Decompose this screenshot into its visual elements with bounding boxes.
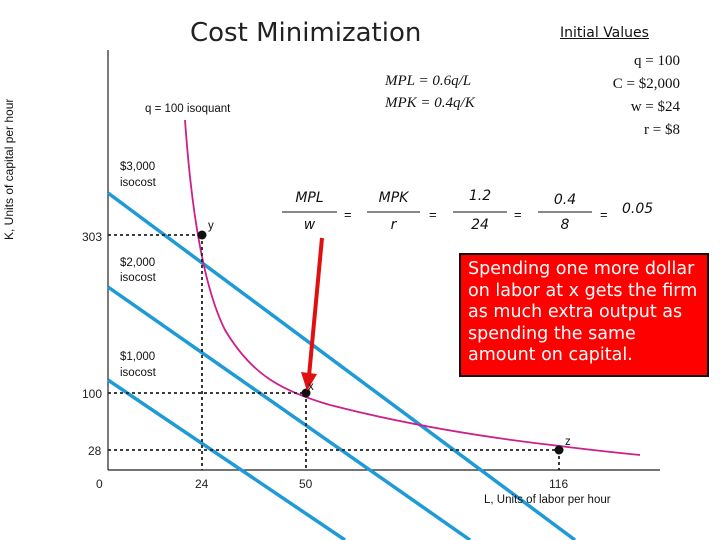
- fraction-1-denominator: w: [303, 217, 316, 233]
- page-title: Cost Minimization: [190, 18, 422, 48]
- explanation-callout: Spending one more dollar on labor at x g…: [459, 253, 709, 377]
- y-axis-label: K, Units of capital per hour: [2, 98, 16, 240]
- equals-sign-1: =: [344, 207, 352, 222]
- x-tick-24: 24: [195, 477, 209, 491]
- isocost-1000-amount: $1,000: [120, 351, 156, 363]
- initial-rental-rate: r = $8: [644, 122, 680, 138]
- y-tick-303: 303: [82, 230, 103, 244]
- equals-sign-3: =: [514, 207, 522, 222]
- isocost-1000-word: isocost: [120, 367, 156, 379]
- isocost-3000-word: isocost: [120, 177, 156, 189]
- x-tick-116: 116: [549, 477, 569, 491]
- fraction-2-denominator: r: [390, 217, 397, 233]
- initial-values-heading: Initial Values: [560, 25, 649, 41]
- arrow-shaft: [307, 237, 324, 377]
- isocost-line-2000: [106, 285, 472, 540]
- arrow-head-icon: [301, 372, 317, 391]
- mpl-formula: MPL = 0.6q/L: [385, 73, 472, 89]
- point-z: [554, 445, 564, 455]
- isocost-line-1000: [107, 378, 346, 540]
- isoquant-label: q = 100 isoquant: [145, 103, 231, 115]
- equation-result: 0.05: [622, 201, 654, 217]
- fraction-4-numerator: 0.4: [553, 192, 577, 208]
- initial-wage: w = $24: [630, 99, 680, 115]
- isocost-line-3000: [106, 191, 577, 540]
- point-z-label: z: [565, 436, 571, 448]
- point-x-label: x: [308, 381, 314, 393]
- fraction-3-numerator: 1.2: [468, 188, 492, 204]
- initial-cost: C = $2,000: [612, 76, 680, 92]
- isocost-3000-amount: $3,000: [120, 161, 156, 173]
- fraction-3-denominator: 24: [471, 217, 489, 233]
- fraction-1-numerator: MPL: [295, 190, 324, 206]
- x-tick-0: 0: [96, 477, 103, 491]
- point-y-label: y: [208, 220, 214, 232]
- equals-sign-4: =: [600, 207, 608, 222]
- point-y: [197, 230, 207, 240]
- initial-q: q = 100: [634, 53, 680, 69]
- isocost-2000-word: isocost: [120, 272, 156, 284]
- fraction-4-denominator: 8: [560, 217, 570, 233]
- mpk-formula: MPK = 0.4q/K: [385, 95, 475, 111]
- y-tick-100: 100: [82, 387, 103, 401]
- point-x: [301, 388, 311, 398]
- fraction-2-numerator: MPK: [378, 190, 409, 206]
- x-tick-50: 50: [299, 477, 313, 491]
- isocost-2000-amount: $2,000: [120, 257, 156, 269]
- x-axis-label: L, Units of labor per hour: [484, 494, 611, 506]
- y-tick-28: 28: [88, 444, 102, 458]
- equals-sign-2: =: [429, 207, 437, 222]
